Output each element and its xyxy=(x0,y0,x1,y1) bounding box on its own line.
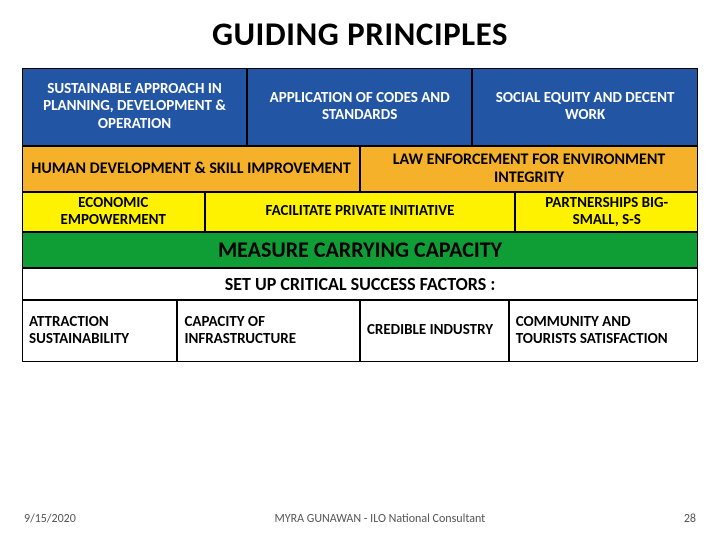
footer-page: 28 xyxy=(684,512,696,526)
row-1-cell-1: APPLICATION OF CODES AND STANDARDS xyxy=(247,68,472,146)
footer-center: MYRA GUNAWAN - ILO National Consultant xyxy=(76,512,684,526)
row-2: HUMAN DEVELOPMENT & SKILL IMPROVEMENTLAW… xyxy=(22,146,698,192)
slide: GUIDING PRINCIPLES SUSTAINABLE APPROACH … xyxy=(0,0,720,540)
row-3: ECONOMIC EMPOWERMENTFACILITATE PRIVATE I… xyxy=(22,192,698,232)
row-3-cell-1: FACILITATE PRIVATE INITIATIVE xyxy=(205,192,516,232)
row-6-cell-3: COMMUNITY AND TOURISTS SATISFACTION xyxy=(509,300,698,362)
row-3-cell-2: PARTNERSHIPS BIG-SMALL, S-S xyxy=(515,192,698,232)
row-6: ATTRACTION SUSTAINABILITYCAPACITY OF INF… xyxy=(22,300,698,362)
row-4: MEASURE CARRYING CAPACITY xyxy=(22,232,698,268)
row-1: SUSTAINABLE APPROACH IN PLANNING, DEVELO… xyxy=(22,68,698,146)
row-6-cell-2: CREDIBLE INDUSTRY xyxy=(360,300,509,362)
footer: 9/15/2020 MYRA GUNAWAN - ILO National Co… xyxy=(0,512,720,526)
slide-title: GUIDING PRINCIPLES xyxy=(22,14,698,54)
row-5: SET UP CRITICAL SUCCESS FACTORS : xyxy=(22,268,698,300)
row-3-cell-0: ECONOMIC EMPOWERMENT xyxy=(22,192,205,232)
row-6-cell-1: CAPACITY OF INFRASTRUCTURE xyxy=(177,300,360,362)
row-1-cell-0: SUSTAINABLE APPROACH IN PLANNING, DEVELO… xyxy=(22,68,247,146)
footer-date: 9/15/2020 xyxy=(24,512,76,526)
row-2-cell-0: HUMAN DEVELOPMENT & SKILL IMPROVEMENT xyxy=(22,146,360,192)
row-1-cell-2: SOCIAL EQUITY AND DECENT WORK xyxy=(472,68,698,146)
row-2-cell-1: LAW ENFORCEMENT FOR ENVIRONMENT INTEGRIT… xyxy=(360,146,698,192)
row-6-cell-0: ATTRACTION SUSTAINABILITY xyxy=(22,300,177,362)
row5-cell: SET UP CRITICAL SUCCESS FACTORS : xyxy=(22,268,698,300)
row4-cell: MEASURE CARRYING CAPACITY xyxy=(22,232,698,268)
